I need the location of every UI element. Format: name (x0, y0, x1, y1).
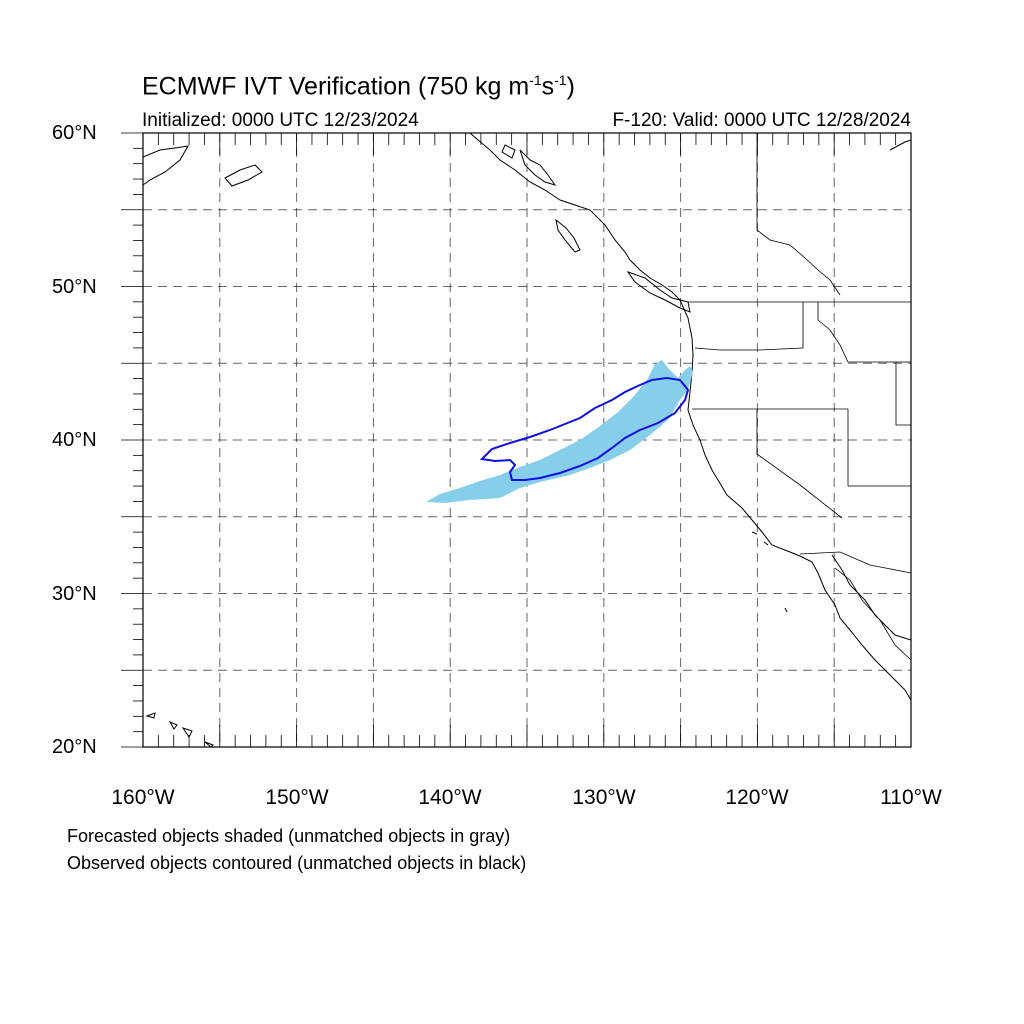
forecast-object-shaded (426, 360, 693, 503)
alaska-fragment (143, 145, 189, 186)
mexico-internal (834, 567, 911, 661)
chart-title: ECMWF IVT Verification (750 kg m-1s-1) (142, 72, 575, 101)
nv-ut-border (847, 409, 911, 487)
observed-object-contour (479, 376, 690, 481)
coastline-us-west (687, 371, 911, 701)
small-islands (751, 531, 788, 613)
lon-label-140w: 140°W (418, 786, 482, 809)
lon-label-120w: 120°W (725, 786, 789, 809)
alaska-island-small (224, 164, 263, 187)
lon-label-110w: 110°W (880, 786, 942, 809)
haida-gwaii (555, 218, 581, 253)
coastlines (143, 133, 911, 747)
lon-label-150w: 150°W (265, 786, 329, 809)
lat-label-30: 30°N (52, 583, 97, 605)
political-borders (688, 133, 911, 661)
hawaii-islands (145, 712, 214, 747)
lat-label-50: 50°N (52, 276, 97, 298)
us-mexico-border (799, 551, 911, 574)
wa-or-border (694, 302, 804, 351)
caption-observed: Observed objects contoured (unmatched ob… (67, 853, 527, 873)
lat-label-40: 40°N (52, 429, 97, 451)
caption-forecast: Forecasted objects shaded (unmatched obj… (67, 826, 511, 846)
lat-lon-grid (143, 133, 911, 747)
lat-label-20: 20°N (52, 736, 97, 758)
coastline-northwest (469, 133, 694, 373)
plot-frame (142, 132, 912, 748)
alaska-top-right (889, 139, 911, 151)
lon-label-130w: 130°W (572, 786, 636, 809)
ca-nv-border (756, 409, 843, 519)
baja-east (831, 554, 911, 641)
valid-time-label: F-120: Valid: 0000 UTC 12/28/2024 (612, 110, 911, 131)
init-time-label: Initialized: 0000 UTC 12/23/2024 (142, 110, 419, 131)
alaska-islands (501, 144, 557, 186)
id-mt (895, 362, 911, 426)
lon-label-160w: 160°W (111, 786, 175, 809)
canada-internal (756, 229, 841, 296)
vancouver-island (626, 271, 691, 313)
or-id-border (817, 302, 911, 363)
lat-label-60: 60°N (52, 122, 97, 144)
